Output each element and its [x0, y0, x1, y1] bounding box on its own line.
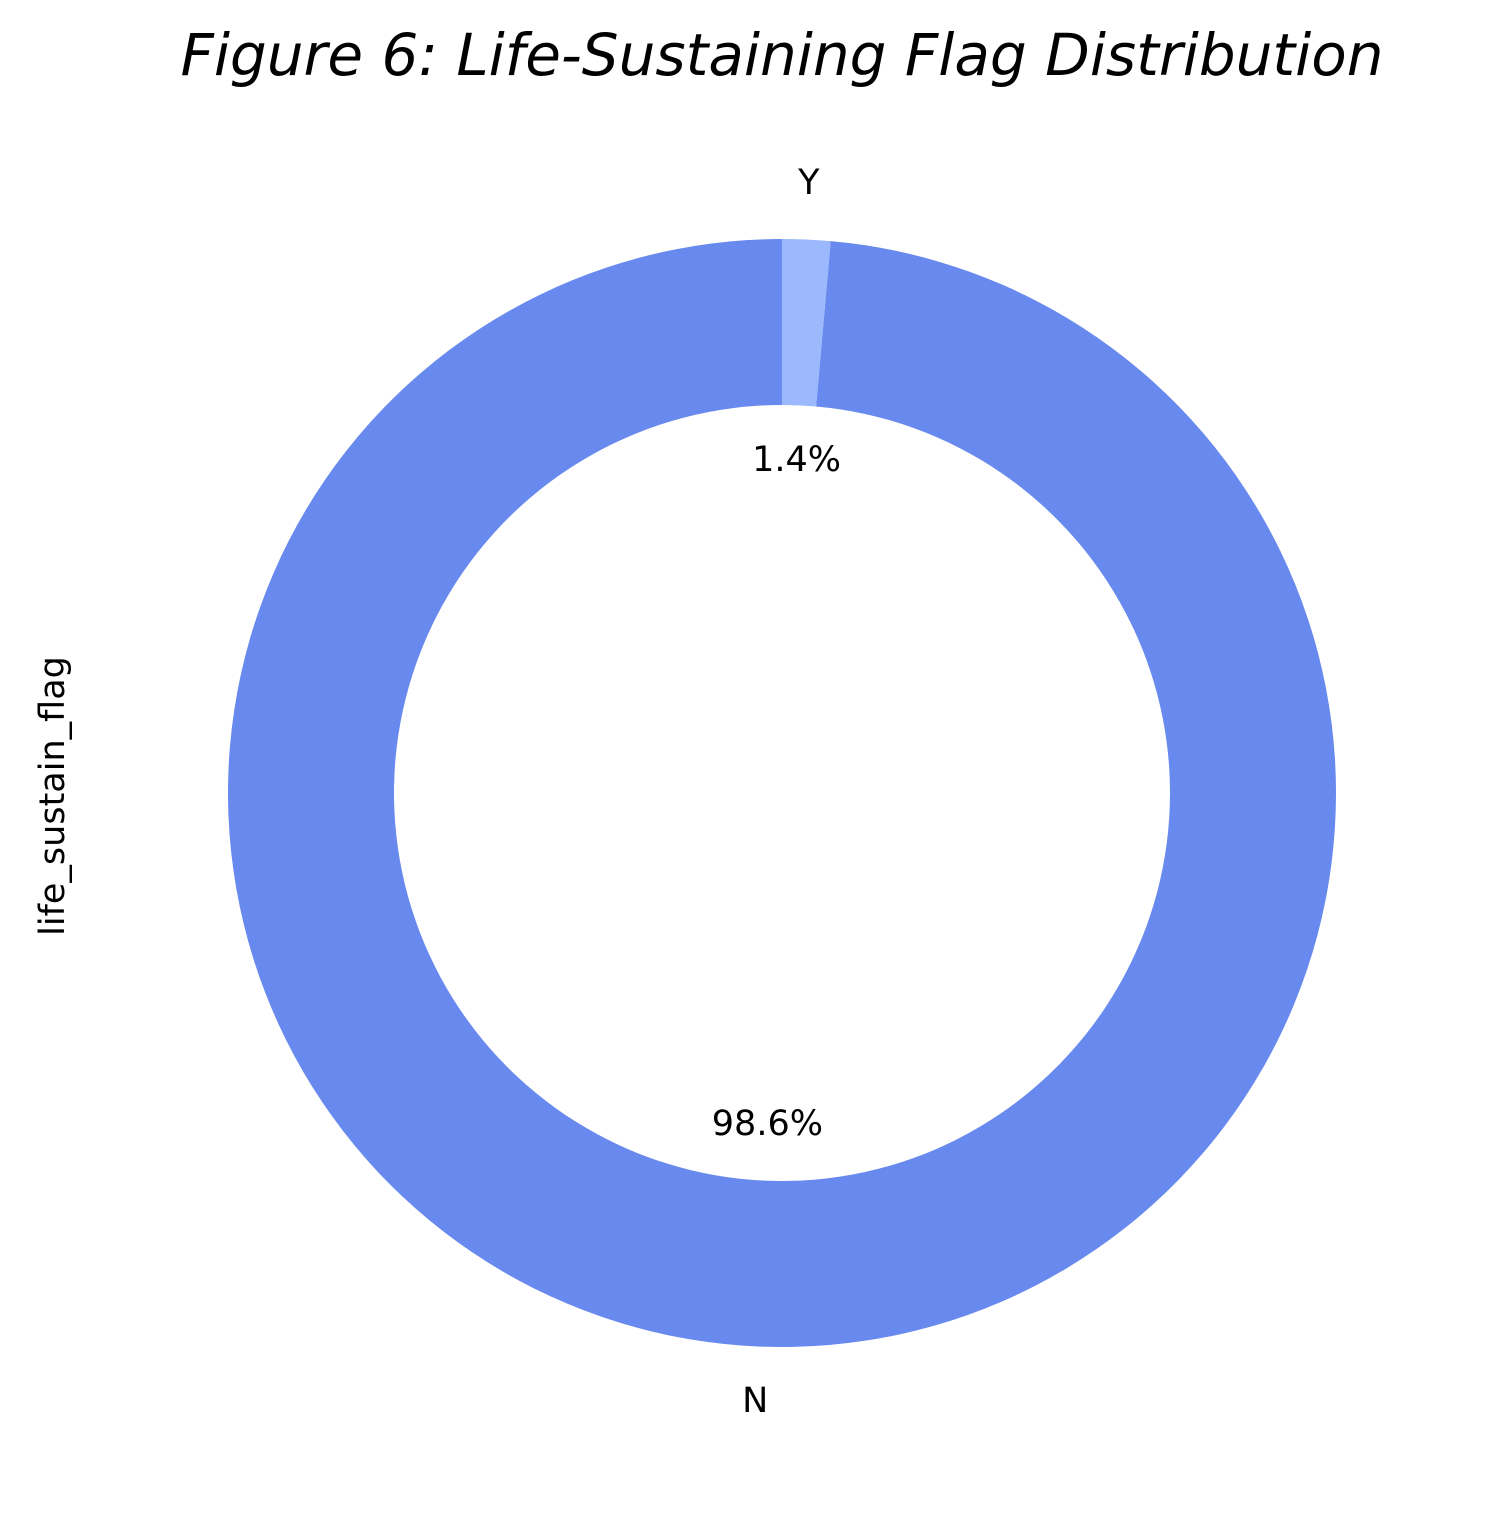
slice-label-n: N [742, 1381, 768, 1421]
donut-labels: N 98.6% Y 1.4% [712, 163, 841, 1421]
percent-label-n: 98.6% [712, 1104, 823, 1144]
chart-title: Figure 6: Life-Sustaining Flag Distribut… [180, 21, 1383, 89]
donut-slices [227, 239, 1337, 1348]
slice-n [227, 239, 1337, 1348]
slice-label-y: Y [797, 163, 820, 203]
percent-label-y: 1.4% [752, 440, 841, 480]
y-axis-label: life_sustain_flag [33, 656, 73, 936]
slice-y [782, 239, 831, 407]
